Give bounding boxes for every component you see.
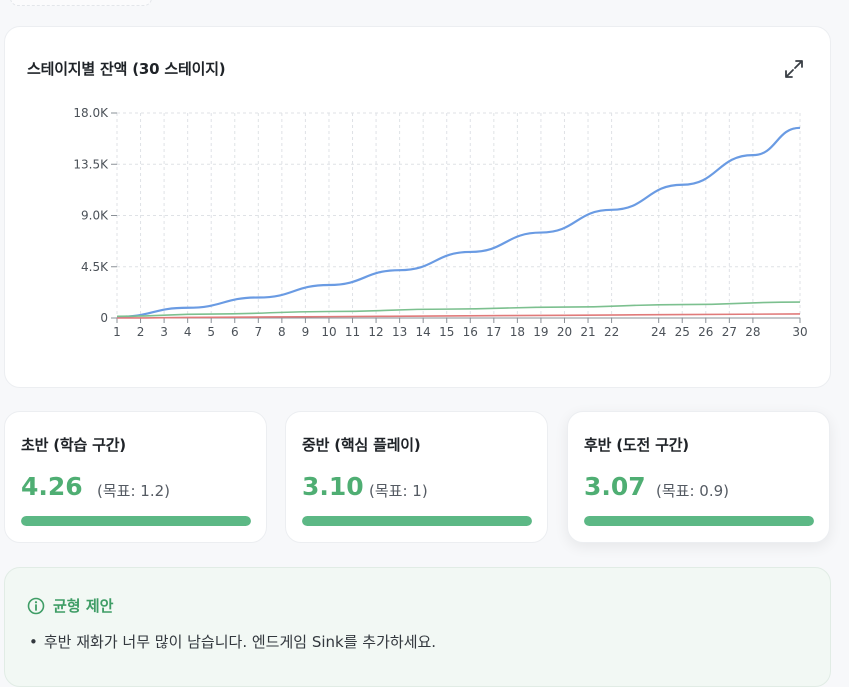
stage-balance-chart-card: 스테이지별 잔액 (30 스테이지) 0 4.5K 9.0K 13.5K 18.0K 1 2… bbox=[4, 26, 831, 388]
stat-value: 4.26 bbox=[21, 472, 83, 501]
x-tick-label: 13 bbox=[392, 325, 407, 339]
x-tick-label: 8 bbox=[278, 325, 286, 339]
x-tick-label: 18 bbox=[510, 325, 525, 339]
series-line bbox=[116, 313, 801, 319]
x-tick-label: 6 bbox=[231, 325, 239, 339]
x-tick-label: 24 bbox=[651, 325, 666, 339]
balance-title-text: 균형 제안 bbox=[53, 597, 114, 615]
x-tick-label: 12 bbox=[368, 325, 383, 339]
previous-card-edge bbox=[10, 0, 152, 6]
stat-value: 3.10 bbox=[302, 472, 364, 501]
x-tick-label: 16 bbox=[463, 325, 478, 339]
stat-target: (목표: 1.2) bbox=[97, 482, 170, 500]
x-tick-label: 20 bbox=[557, 325, 572, 339]
series-line bbox=[116, 126, 801, 318]
x-tick-label: 4 bbox=[184, 325, 192, 339]
x-tick-label: 27 bbox=[722, 325, 737, 339]
y-tick-label: 18.0K bbox=[73, 106, 109, 120]
stat-progress-bar bbox=[302, 516, 532, 526]
stat-progress-fill bbox=[302, 516, 532, 526]
x-tick-label: 9 bbox=[302, 325, 310, 339]
x-tick-label: 14 bbox=[416, 325, 431, 339]
x-tick-label: 5 bbox=[207, 325, 215, 339]
balance-suggestion-card: 균형 제안 후반 재화가 너무 많이 남습니다. 엔드게임 Sink를 추가하세… bbox=[4, 567, 831, 687]
stat-progress-bar bbox=[584, 516, 814, 526]
y-tick-label: 4.5K bbox=[81, 260, 109, 274]
x-tick-label: 2 bbox=[137, 325, 145, 339]
x-tick-label: 15 bbox=[439, 325, 454, 339]
stat-title: 초반 (학습 구간) bbox=[21, 436, 126, 454]
x-tick-label: 26 bbox=[698, 325, 713, 339]
x-tick-label: 3 bbox=[160, 325, 168, 339]
stat-card-late: 후반 (도전 구간) 3.07 (목표: 0.9) bbox=[567, 411, 830, 543]
x-tick-label: 10 bbox=[321, 325, 336, 339]
stat-card-early: 초반 (학습 구간) 4.26 (목표: 1.2) bbox=[4, 411, 267, 543]
x-tick-label: 30 bbox=[792, 325, 807, 339]
stat-title: 중반 (핵심 플레이) bbox=[302, 436, 421, 454]
balance-suggestion-item: 후반 재화가 너무 많이 남습니다. 엔드게임 Sink를 추가하세요. bbox=[29, 631, 436, 652]
info-icon bbox=[27, 597, 45, 615]
stat-progress-fill bbox=[21, 516, 251, 526]
stat-title: 후반 (도전 구간) bbox=[584, 436, 689, 454]
stat-target: (목표: 0.9) bbox=[656, 482, 729, 500]
y-tick-label: 0 bbox=[100, 311, 108, 325]
x-tick-label: 22 bbox=[604, 325, 619, 339]
y-tick-label: 9.0K bbox=[81, 209, 109, 223]
stat-target: (목표: 1) bbox=[369, 482, 428, 500]
stat-progress-fill bbox=[584, 516, 814, 526]
x-tick-label: 28 bbox=[745, 325, 760, 339]
x-tick-label: 21 bbox=[580, 325, 595, 339]
stat-value: 3.07 bbox=[584, 472, 646, 501]
chart-title: 스테이지별 잔액 (30 스테이지) bbox=[27, 60, 226, 78]
x-tick-label: 19 bbox=[533, 325, 548, 339]
x-tick-label: 17 bbox=[486, 325, 501, 339]
x-tick-label: 25 bbox=[675, 325, 690, 339]
expand-icon[interactable] bbox=[782, 57, 806, 81]
x-tick-label: 11 bbox=[345, 325, 360, 339]
stat-card-mid: 중반 (핵심 플레이) 3.10 (목표: 1) bbox=[285, 411, 548, 543]
series-line bbox=[116, 301, 801, 318]
x-tick-label: 7 bbox=[254, 325, 262, 339]
balance-title: 균형 제안 bbox=[27, 595, 113, 616]
x-tick-label: 1 bbox=[113, 325, 121, 339]
y-tick-label: 13.5K bbox=[73, 157, 109, 171]
stat-progress-bar bbox=[21, 516, 251, 526]
